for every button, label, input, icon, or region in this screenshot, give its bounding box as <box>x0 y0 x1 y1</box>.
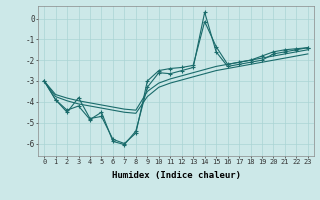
X-axis label: Humidex (Indice chaleur): Humidex (Indice chaleur) <box>111 171 241 180</box>
